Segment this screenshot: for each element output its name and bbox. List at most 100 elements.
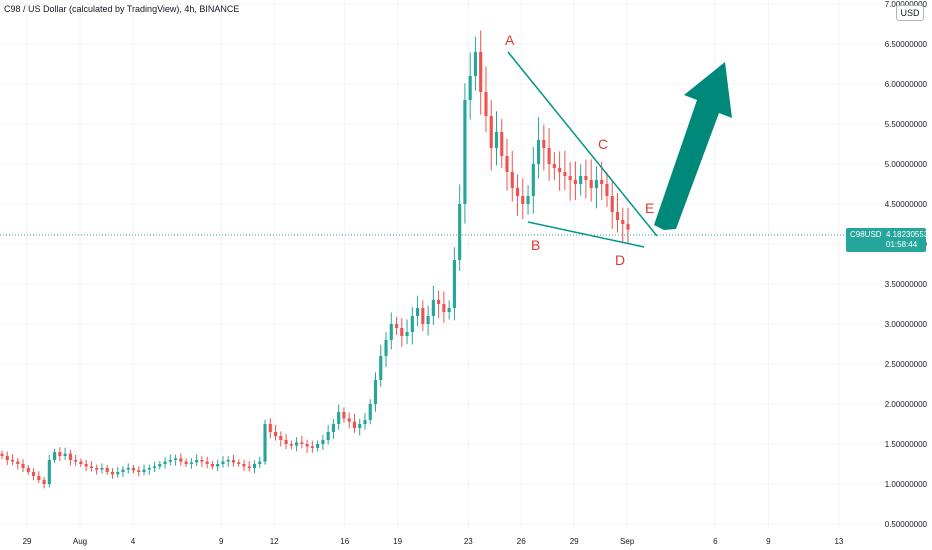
candle-body bbox=[163, 461, 167, 464]
y-tick-label: 2.50000000 bbox=[885, 360, 928, 369]
candle-body bbox=[53, 452, 57, 460]
candle-body bbox=[421, 308, 425, 324]
candle-body bbox=[547, 148, 551, 164]
candle-body bbox=[621, 220, 625, 224]
x-tick-label: 9 bbox=[766, 537, 771, 546]
candle-body bbox=[10, 460, 15, 462]
candle-body bbox=[305, 444, 309, 447]
y-tick-label: 5.50000000 bbox=[885, 120, 928, 129]
candle-body bbox=[21, 464, 25, 468]
candle-body bbox=[531, 164, 535, 196]
candle-body bbox=[126, 468, 130, 470]
candle-body bbox=[279, 436, 283, 440]
candle-body bbox=[174, 458, 178, 460]
x-tick-label: 13 bbox=[834, 537, 843, 546]
candle-body bbox=[100, 468, 104, 470]
candle-body bbox=[131, 468, 136, 471]
candle-body bbox=[310, 446, 314, 448]
y-tick-label: 6.50000000 bbox=[885, 40, 928, 49]
candle-body bbox=[363, 420, 367, 424]
candle-body bbox=[410, 316, 414, 332]
candle-body bbox=[515, 188, 520, 196]
candle-body bbox=[121, 469, 125, 472]
candle-body bbox=[68, 453, 72, 460]
candle-body bbox=[158, 464, 162, 467]
pattern-label-b: B bbox=[531, 237, 540, 253]
candle-body bbox=[105, 468, 109, 472]
candle-body bbox=[137, 470, 141, 472]
candle-body bbox=[152, 466, 157, 468]
candle-body bbox=[337, 412, 341, 424]
candle-body bbox=[47, 460, 51, 484]
candle-body bbox=[284, 440, 288, 444]
grid-lines bbox=[0, 0, 880, 528]
candle-body bbox=[74, 460, 78, 462]
candle-body bbox=[600, 180, 604, 184]
x-tick-label: 29 bbox=[23, 537, 32, 546]
x-tick-label: 29 bbox=[570, 537, 579, 546]
y-tick-label: 3.50000000 bbox=[885, 280, 928, 289]
x-tick-label: 23 bbox=[464, 537, 473, 546]
candle-body bbox=[505, 156, 509, 172]
candle-body bbox=[268, 424, 272, 432]
candle-body bbox=[295, 442, 299, 446]
candle-body bbox=[247, 466, 251, 468]
candle-body bbox=[573, 180, 577, 184]
y-tick-label: 1.00000000 bbox=[885, 480, 928, 489]
candle-body bbox=[494, 132, 499, 148]
candle-body bbox=[542, 140, 546, 148]
candle-body bbox=[447, 308, 451, 312]
y-tick-label: 1.50000000 bbox=[885, 440, 928, 449]
pattern-upper-trendline[interactable] bbox=[507, 51, 658, 237]
candle-body bbox=[116, 472, 120, 475]
candle-body bbox=[589, 180, 593, 188]
candle-body bbox=[484, 92, 488, 116]
x-tick-label: 12 bbox=[270, 537, 279, 546]
candle-body bbox=[384, 340, 388, 356]
last-price-tag: C98USD 4.18230553 01:58:44 bbox=[846, 228, 928, 252]
price-tag-countdown: 01:58:44 bbox=[886, 240, 918, 249]
candle-body bbox=[237, 462, 241, 464]
candle-body bbox=[400, 328, 404, 336]
candle-body bbox=[437, 300, 441, 304]
candle-body bbox=[37, 476, 41, 480]
candle-body bbox=[468, 76, 472, 100]
candle-body bbox=[489, 116, 493, 148]
candle-body bbox=[536, 140, 541, 164]
candle-body bbox=[426, 316, 430, 324]
candle-body bbox=[442, 304, 446, 312]
candlestick-series bbox=[0, 30, 630, 489]
candle-body bbox=[316, 444, 320, 448]
candle-body bbox=[526, 196, 530, 204]
candle-body bbox=[252, 464, 257, 468]
candle-body bbox=[210, 464, 214, 467]
chart-title: C98 / US Dollar (calculated by TradingVi… bbox=[4, 4, 240, 14]
x-tick-label: 6 bbox=[713, 537, 718, 546]
x-axis[interactable]: 29 Aug 4 9 12 16 19 23 26 29 Sep 6 9 13 bbox=[23, 537, 844, 546]
candle-body bbox=[221, 461, 225, 464]
candle-body bbox=[458, 204, 462, 260]
candle-body bbox=[579, 176, 583, 184]
candle-body bbox=[195, 460, 199, 463]
x-tick-label: Aug bbox=[73, 537, 87, 546]
pattern-lower-trendline[interactable] bbox=[527, 221, 645, 248]
candle-body bbox=[26, 468, 30, 472]
candle-body bbox=[331, 424, 335, 432]
candle-body bbox=[31, 472, 36, 476]
candle-body bbox=[610, 196, 614, 212]
y-axis[interactable]: 7.00000000 6.50000000 6.00000000 5.50000000… bbox=[885, 0, 928, 529]
candle-body bbox=[63, 453, 67, 456]
candle-body bbox=[373, 380, 378, 404]
candle-body bbox=[95, 468, 99, 470]
x-tick-label: 16 bbox=[340, 537, 349, 546]
candle-body bbox=[16, 461, 20, 464]
currency-button[interactable]: USD bbox=[896, 5, 924, 21]
candle-body bbox=[200, 460, 204, 462]
x-tick-label: 4 bbox=[131, 537, 136, 546]
candle-body bbox=[379, 356, 383, 380]
candle-body bbox=[289, 444, 293, 446]
candle-body bbox=[416, 308, 420, 316]
bullish-arrow-icon[interactable] bbox=[654, 62, 732, 230]
candle-body bbox=[179, 458, 183, 462]
